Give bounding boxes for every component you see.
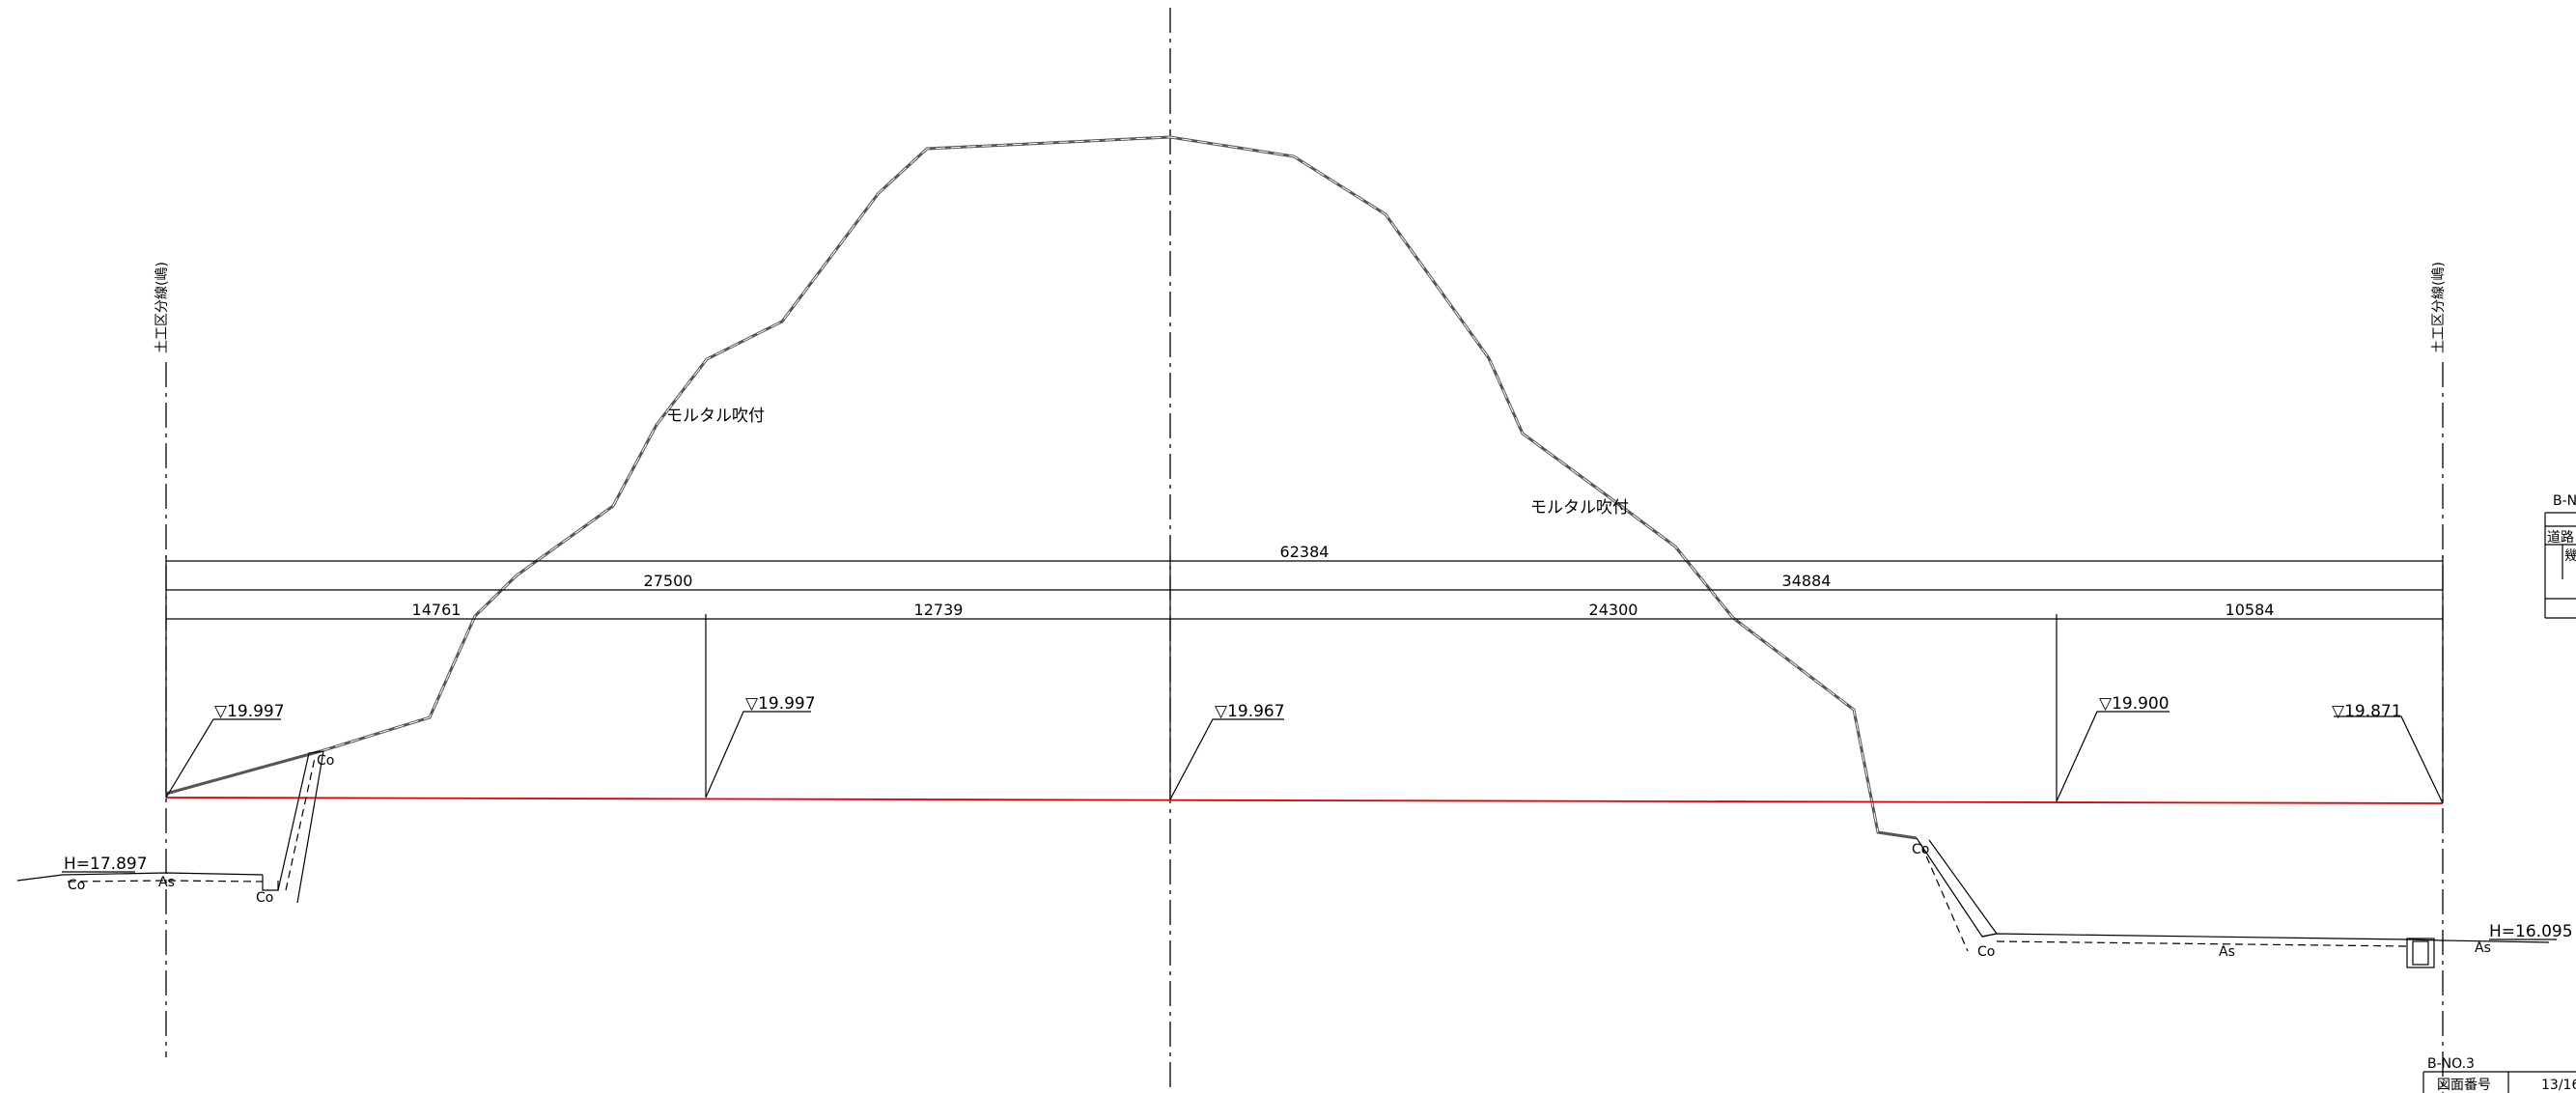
road-left [16,872,264,882]
dim-seg4: 10584 [2226,601,2275,619]
material-co-right-wall-bottom: Co [1977,944,1995,960]
height-left: H=17.897 [64,855,148,874]
surface-label-left: モルタル吹付 [666,406,765,426]
material-co-right-wall-top: Co [1912,842,1929,857]
dim-left-half: 27500 [644,572,693,590]
material-as-left: As [158,875,175,890]
dim-right-half: 34884 [1782,572,1832,590]
drawing-number: B-NO.3 [2427,1056,2475,1072]
terrain-profile [165,135,1918,840]
elevation-3: ▽19.967 [1215,702,1285,721]
height-right: H=16.095 [2489,922,2573,941]
road-right [1981,933,2550,943]
elev-leader-4 [2056,711,2170,802]
formation-line [165,797,2444,804]
wall-left [277,750,324,904]
material-as-right-end: As [2475,940,2491,956]
boundary-label-right: 土工区分線(嶋) [2431,262,2447,353]
table-row2: 幾 [2564,548,2576,564]
dim-seg2: 12739 [914,601,964,619]
elevation-1: ▽19.997 [214,702,285,721]
material-co-left-road: Co [68,878,85,893]
elev-leader-2 [705,711,811,799]
title-block-field-label: 図面番号 [2437,1078,2491,1093]
table-title: B-N [2553,493,2576,509]
material-co-left-wall-top: Co [317,753,334,769]
dim-seg3: 24300 [1589,601,1638,619]
gutter-left [262,875,279,891]
elevation-2: ▽19.997 [745,694,816,714]
elev-leader-3 [1169,718,1284,800]
surface-label-right: モルタル吹付 [1530,498,1629,518]
boundary-label-left: 土工区分線(嶋) [154,262,170,353]
elevation-4: ▽19.900 [2099,694,2170,714]
title-block-sheet: 13/16 [2541,1078,2576,1093]
elevation-5: ▽19.871 [2332,702,2402,721]
road-right-base [1996,940,2410,947]
drain-box [2406,938,2435,968]
material-as-right: As [2219,944,2235,960]
elev-leader-1 [165,718,281,799]
wall-right-inner [1920,844,1969,952]
table-row1: 道路 [2547,530,2574,546]
material-co-left-wall-bottom: Co [256,890,273,906]
dim-total: 62384 [1280,543,1330,561]
drain-box-inner [2412,940,2429,966]
wall-left-inner [285,757,316,891]
dim-seg1: 14761 [412,601,462,619]
terrain-profile-dash [320,136,1879,833]
elev-leader-5 [2334,715,2444,804]
